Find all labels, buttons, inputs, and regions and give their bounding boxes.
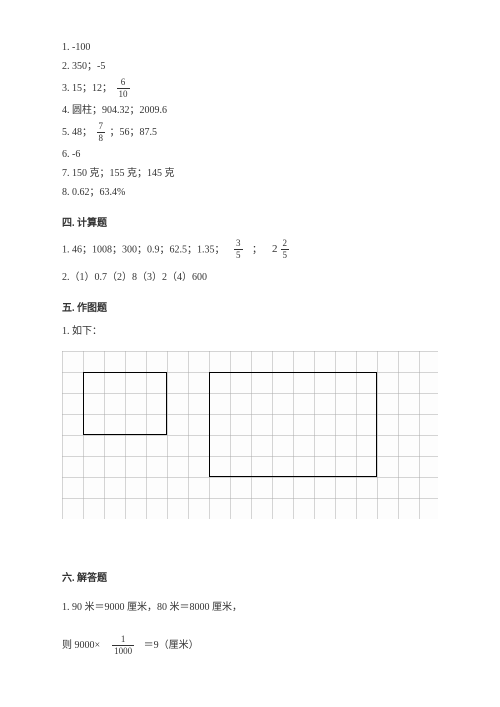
s4-q2: 2.（1）0.7（2）8（3）2（4）600 bbox=[62, 270, 438, 285]
frac-den: 5 bbox=[234, 250, 243, 260]
fraction-7-8: 7 8 bbox=[97, 122, 106, 143]
frac-num: 3 bbox=[234, 239, 243, 250]
answer-line-6: 6. -6 bbox=[62, 147, 438, 162]
s6-q1b-prefix: 则 9000× bbox=[62, 640, 100, 651]
frac-num: 6 bbox=[117, 78, 130, 89]
frac-den: 1000 bbox=[112, 646, 134, 656]
section-4-title: 四. 计算题 bbox=[62, 214, 438, 229]
drawing-grid bbox=[62, 351, 438, 519]
s6-q1b: 则 9000× 1 1000 ＝9（厘米） bbox=[62, 635, 438, 656]
answer-line-8: 8. 0.62；63.4% bbox=[62, 185, 438, 200]
frac-den: 5 bbox=[281, 250, 290, 260]
s5-q1: 1. 如下： bbox=[62, 324, 438, 339]
a5-suffix: ；56；87.5 bbox=[110, 127, 158, 138]
answer-line-5: 5. 48； 7 8 ；56；87.5 bbox=[62, 122, 438, 143]
rect-large bbox=[209, 372, 377, 477]
rect-small bbox=[83, 372, 167, 435]
section-6-title: 六. 解答题 bbox=[62, 569, 438, 584]
fraction-3-5: 3 5 bbox=[234, 239, 243, 260]
s4-q1-mid: ； bbox=[252, 244, 262, 255]
frac-den: 10 bbox=[117, 89, 130, 99]
fraction-1-1000: 1 1000 bbox=[112, 635, 134, 656]
s4-q1-prefix: 1. 46；1008；300；0.9；62.5；1.35； bbox=[62, 244, 225, 255]
a5-prefix: 5. 48； bbox=[62, 127, 92, 138]
frac-num: 2 bbox=[281, 239, 290, 250]
mixed-frac: 2 5 bbox=[281, 239, 290, 260]
answer-line-4: 4. 圆柱；904.32；2009.6 bbox=[62, 103, 438, 118]
mixed-2-2-5: 2 2 5 bbox=[272, 239, 291, 260]
frac-num: 1 bbox=[112, 635, 134, 646]
mixed-whole: 2 bbox=[272, 241, 278, 258]
fraction-6-10: 6 10 bbox=[117, 78, 130, 99]
answer-line-2: 2. 350；-5 bbox=[62, 59, 438, 74]
frac-num: 7 bbox=[97, 122, 106, 133]
s6-q1: 1. 90 米＝9000 厘米，80 米＝8000 厘米， bbox=[62, 600, 438, 615]
s4-q1: 1. 46；1008；300；0.9；62.5；1.35； 3 5 ； 2 2 … bbox=[62, 239, 438, 260]
answer-line-3: 3. 15；12； 6 10 bbox=[62, 78, 438, 99]
answer-line-1: 1. -100 bbox=[62, 40, 438, 55]
section-5-title: 五. 作图题 bbox=[62, 299, 438, 314]
frac-den: 8 bbox=[97, 133, 106, 143]
a3-prefix: 3. 15；12； bbox=[62, 83, 112, 94]
s6-q1b-suffix: ＝9（厘米） bbox=[144, 640, 199, 651]
answer-line-7: 7. 150 克；155 克；145 克 bbox=[62, 166, 438, 181]
